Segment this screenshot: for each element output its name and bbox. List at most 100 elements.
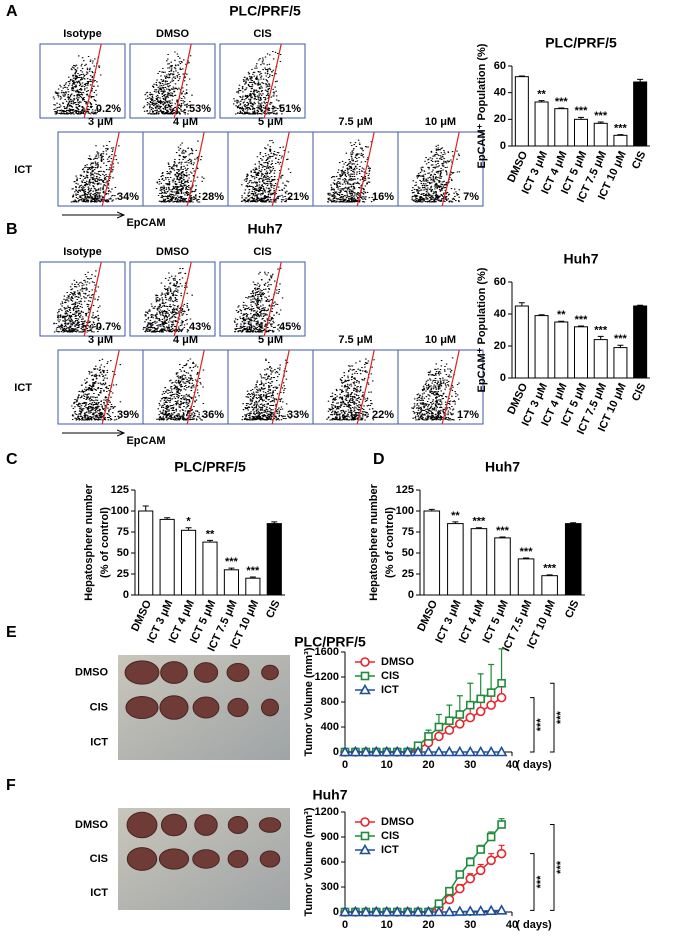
y-axis-label: Tumor Volume (mm³) xyxy=(303,647,315,756)
y-tick-label: 0 xyxy=(500,372,506,384)
error-bar xyxy=(498,648,505,684)
significance: *** xyxy=(225,556,239,568)
panel-letter: C xyxy=(6,451,18,468)
significance: *** xyxy=(594,324,608,336)
error-bar xyxy=(518,75,525,77)
axis-label: EpCAM xyxy=(126,435,165,447)
gate-curve xyxy=(271,349,290,425)
cell-dots xyxy=(70,141,120,203)
plot-frame xyxy=(312,131,399,207)
point xyxy=(496,848,507,859)
point xyxy=(486,700,496,710)
bar xyxy=(223,569,240,596)
tumor xyxy=(158,848,190,870)
significance: ** xyxy=(451,510,460,522)
plot-label: 10 μM xyxy=(425,334,456,346)
panel-title: PLC/PRF/5 xyxy=(229,3,301,19)
tumor xyxy=(260,698,280,717)
y-tick-label: 1600 xyxy=(315,646,339,658)
gate-percent: 34% xyxy=(117,191,139,203)
row-label: ICT xyxy=(90,887,108,899)
x-axis-label: ( days) xyxy=(516,919,552,931)
point xyxy=(496,692,507,703)
point xyxy=(444,725,455,735)
y-tick-label: 25 xyxy=(402,568,414,580)
x-tick-label: 10 xyxy=(381,919,393,931)
chart-title: PLC/PRF/5 xyxy=(545,35,617,51)
cell-dots xyxy=(156,358,207,421)
error-bar xyxy=(475,527,482,529)
error-bar xyxy=(185,527,192,531)
legend-label: DMSO xyxy=(381,816,414,828)
point xyxy=(455,883,465,894)
error-bar xyxy=(597,121,604,124)
gate-curve xyxy=(271,131,290,207)
error-bar xyxy=(546,574,553,576)
bar xyxy=(517,558,535,596)
series-line xyxy=(345,909,502,913)
legend-marker xyxy=(359,683,371,695)
bar xyxy=(554,321,569,379)
point xyxy=(360,905,372,917)
legend-marker xyxy=(360,831,370,841)
plot-label: CIS xyxy=(253,28,271,40)
gate-curve xyxy=(263,261,282,337)
bar xyxy=(554,108,569,147)
point xyxy=(380,745,393,757)
point xyxy=(485,745,497,757)
series-line xyxy=(345,697,503,753)
plot-label: 3 μM xyxy=(88,334,113,346)
bar xyxy=(633,81,648,147)
significance-bracket xyxy=(530,853,535,911)
plot-label: DMSO xyxy=(156,246,189,258)
plot-frame xyxy=(312,349,399,425)
point xyxy=(349,905,362,917)
point xyxy=(485,904,497,916)
legend-label: CIS xyxy=(381,670,399,682)
panel-title: Huh7 xyxy=(313,787,348,803)
bar xyxy=(564,523,582,596)
gate-percent: 33% xyxy=(287,409,309,421)
cell-dots xyxy=(142,268,194,333)
point xyxy=(465,712,476,723)
bar xyxy=(514,305,529,379)
bar xyxy=(534,101,549,147)
gate-percent: 17% xyxy=(457,409,479,421)
point xyxy=(453,745,466,757)
error-bar xyxy=(637,304,644,306)
error-bar xyxy=(452,521,459,524)
gate-percent: 16% xyxy=(372,191,394,203)
x-tick-label: 20 xyxy=(422,759,434,771)
point xyxy=(476,694,485,704)
tumor xyxy=(227,850,249,868)
point xyxy=(349,745,362,757)
error-bar xyxy=(597,335,604,340)
point xyxy=(464,745,477,757)
plot-label: 5 μM xyxy=(258,334,283,346)
y-axis-label: Tumor Volume (mm³) xyxy=(303,807,315,916)
point xyxy=(465,857,475,867)
plot-frame xyxy=(142,131,229,207)
tumor xyxy=(192,696,220,719)
y-axis-label: EpCAM⁺ Population (%) xyxy=(476,267,488,392)
x-tick-label: 0 xyxy=(342,919,348,931)
error-bar xyxy=(538,314,545,316)
row-label: ICT xyxy=(90,736,108,748)
plot-label: 4 μM xyxy=(173,334,198,346)
y-axis-label: (% of control) xyxy=(99,507,111,578)
x-tick-label: 30 xyxy=(464,759,476,771)
point xyxy=(474,905,487,916)
bar xyxy=(633,305,648,379)
point xyxy=(497,820,506,829)
significance: *** xyxy=(555,96,569,108)
plot-label: 4 μM xyxy=(173,116,198,128)
gate-percent: 21% xyxy=(287,191,309,203)
y-axis-label: Hepatosphere number xyxy=(83,483,95,600)
gate-percent: 0.2% xyxy=(96,103,121,115)
y-tick-label: 50 xyxy=(402,547,414,559)
y-axis-label: Hepatosphere number xyxy=(368,483,380,600)
bar xyxy=(541,575,558,596)
point xyxy=(401,745,414,757)
significance: *** xyxy=(496,525,510,537)
